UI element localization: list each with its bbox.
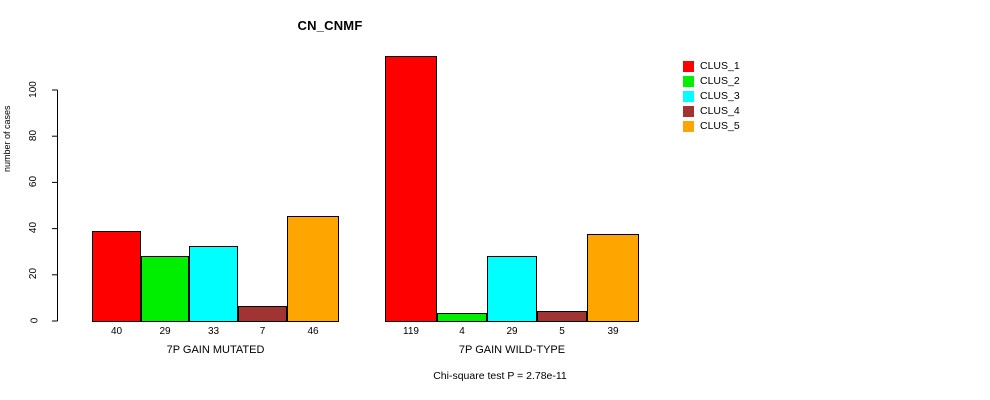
legend-swatch-icon [683,105,694,117]
legend: CLUS_1 CLUS_2 CLUS_3 CLUS_4 CLUS_5 [683,59,823,134]
legend-item-clus5[interactable]: CLUS_5 [683,119,823,133]
bar-right-clus2[interactable] [437,313,487,322]
bar-count-label: 40 [110,326,123,337]
legend-label: CLUS_3 [700,89,740,102]
group-label-right: 7P GAIN WILD-TYPE [458,344,566,356]
page-title: CN_CNMF [297,18,363,33]
bar-count-label: 7 [259,326,266,337]
legend-label: CLUS_4 [700,104,740,117]
bar-right-clus3[interactable] [487,256,537,322]
y-tick-100: 100 [27,81,39,98]
group-label-left: 7P GAIN MUTATED [166,344,265,356]
y-tick-60: 60 [28,175,40,188]
bar-count-label: 33 [207,326,220,337]
bar-left-clus5[interactable] [287,216,339,322]
bar-count-label: 29 [159,326,171,337]
y-tick-80: 80 [28,129,40,142]
legend-swatch-icon [683,120,694,132]
legend-label: CLUS_2 [700,74,740,87]
y-tick-20: 20 [28,267,40,280]
legend-swatch-icon [683,75,694,87]
bar-count-label: 46 [307,326,319,337]
y-tick-40: 40 [28,221,40,234]
bar-left-clus2[interactable] [141,256,189,322]
y-tick-0: 0 [29,317,41,324]
bar-left-clus3[interactable] [189,246,238,322]
bar-count-label: 5 [559,326,565,337]
bar-right-clus4[interactable] [537,311,587,322]
legend-item-clus4[interactable]: CLUS_4 [683,104,823,118]
bar-count-label: 4 [459,326,465,337]
chi-square-annotation: Chi-square test P = 2.78e-11 [433,370,567,382]
legend-item-clus3[interactable]: CLUS_3 [683,89,823,103]
bar-count-label: 29 [506,326,518,337]
legend-swatch-icon [683,90,694,102]
bar-count-label: 119 [403,326,419,337]
bar-right-clus1[interactable] [385,56,437,322]
y-axis [52,89,639,322]
bar-right-clus5[interactable] [587,234,639,322]
bar-left-clus1[interactable] [92,231,141,322]
legend-label: CLUS_1 [700,59,740,72]
bar-count-label: 39 [607,326,619,337]
legend-swatch-icon [683,60,694,72]
plot-area: 0 20 40 60 80 100 number of cases 40 29 … [2,56,639,356]
legend-item-clus1[interactable]: CLUS_1 [683,59,823,73]
y-axis-label: number of cases [2,105,12,172]
legend-label: CLUS_5 [700,119,740,132]
legend-item-clus2[interactable]: CLUS_2 [683,74,823,88]
bar-left-clus4[interactable] [238,306,287,322]
